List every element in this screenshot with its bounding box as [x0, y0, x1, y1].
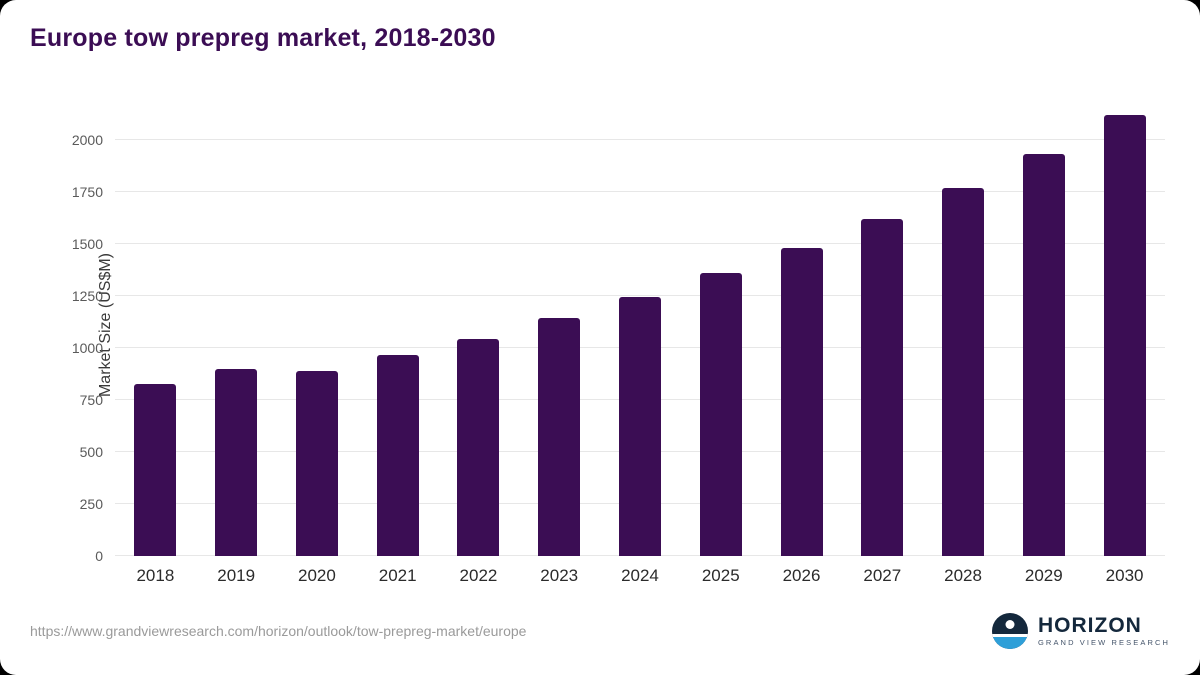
- gridline: [115, 139, 1165, 140]
- x-axis-tick-label: 2027: [863, 566, 902, 585]
- y-axis-tick-label: 1750: [71, 184, 103, 200]
- x-axis-tick-label: 2030: [1105, 566, 1144, 585]
- x-axis-tick-label: 2024: [621, 566, 659, 585]
- bar-column: [680, 108, 761, 556]
- horizon-logo-icon: [992, 613, 1028, 649]
- bar-2022: [457, 339, 500, 556]
- chart-title: Europe tow prepreg market, 2018-2030: [30, 24, 496, 52]
- gridline: [115, 191, 1165, 192]
- logo-text: HORIZON GRAND VIEW RESEARCH: [1038, 614, 1170, 648]
- bar-2024: [618, 297, 661, 556]
- y-axis-tick-label: 0: [95, 548, 103, 564]
- y-axis-tick-label: 1500: [71, 236, 103, 252]
- bar-2018: [134, 384, 177, 556]
- logo-name: HORIZON: [1038, 614, 1142, 638]
- bar-2019: [215, 369, 258, 556]
- bar-column: [196, 108, 277, 556]
- y-axis-tick-label: 1250: [71, 288, 103, 304]
- bar-column: [761, 108, 842, 556]
- x-axis-tick-label: 2029: [1024, 566, 1063, 585]
- bar-column: [519, 108, 600, 556]
- logo-horizon-line: [992, 634, 1028, 637]
- bars-group: [115, 108, 1165, 556]
- bar-column: [438, 108, 519, 556]
- bar-column: [600, 108, 681, 556]
- bar-column: [357, 108, 438, 556]
- x-axis-tick-label: 2023: [540, 566, 579, 585]
- footer: https://www.grandviewresearch.com/horizo…: [30, 609, 1170, 653]
- bar-2028: [942, 188, 985, 556]
- plot-area: 0 250 500 750 1000 1250 1500 1750 2000: [72, 108, 1165, 564]
- bar-2021: [376, 355, 419, 556]
- bar-chart: Market Size (US$M) 0 250 500 750 1000 1250 150…: [30, 100, 1170, 590]
- x-axis-tick-labels: 2018 2019 2020 2021 2022 2023 2024 2025 2026 2027…: [115, 566, 1165, 586]
- x-axis-tick-label: 2022: [459, 566, 498, 585]
- bar-column: [842, 108, 923, 556]
- horizon-logo: HORIZON GRAND VIEW RESEARCH: [992, 613, 1170, 649]
- y-axis-tick-label: 1000: [71, 340, 103, 356]
- bar-2027: [861, 219, 904, 556]
- gridline: [115, 243, 1165, 244]
- x-axis-tick-label: 2019: [217, 566, 256, 585]
- x-axis-tick-label: 2020: [298, 566, 336, 585]
- bar-2020: [295, 371, 338, 556]
- x-axis-tick-label: 2028: [944, 566, 982, 585]
- y-axis-tick-label: 750: [79, 392, 103, 408]
- x-axis-tick-label: 2021: [378, 566, 417, 585]
- x-axis-tick-label: 2018: [136, 566, 175, 585]
- bar-2029: [1022, 154, 1065, 556]
- logo-subtitle: GRAND VIEW RESEARCH: [1038, 638, 1170, 648]
- bar-2023: [538, 318, 581, 556]
- bar-column: [1003, 108, 1084, 556]
- bar-column: [923, 108, 1004, 556]
- x-axis-tick-label: 2025: [701, 566, 740, 585]
- x-axis-tick-label: 2026: [782, 566, 821, 585]
- y-axis-tick-label: 500: [79, 444, 103, 460]
- bar-column: [115, 108, 196, 556]
- bar-column: [277, 108, 358, 556]
- y-axis-tick-label: 250: [79, 496, 103, 512]
- gridline: [115, 295, 1165, 296]
- logo-sun-dot: [1005, 620, 1015, 629]
- logo-sea-shape: [992, 637, 1028, 649]
- bar-2025: [699, 273, 742, 556]
- source-url: https://www.grandviewresearch.com/horizo…: [30, 623, 527, 639]
- bar-2030: [1103, 115, 1146, 556]
- bar-2026: [780, 248, 823, 556]
- y-axis-tick-label: 2000: [71, 132, 103, 148]
- bar-column: [1084, 108, 1165, 556]
